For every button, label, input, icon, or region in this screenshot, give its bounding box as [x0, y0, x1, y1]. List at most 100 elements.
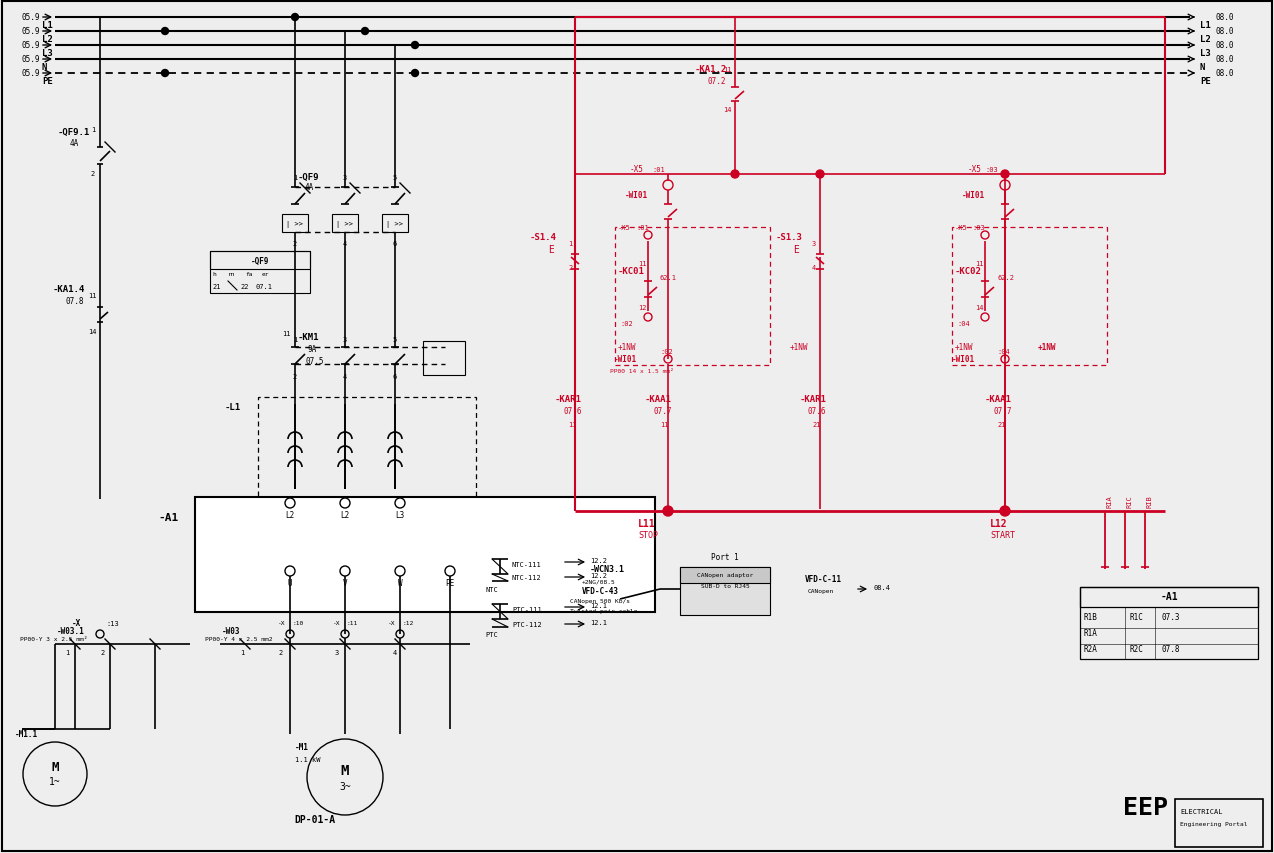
Text: 11: 11	[660, 421, 669, 427]
Bar	[382, 215, 408, 233]
Text: 12: 12	[638, 305, 646, 310]
Text: PTC-111: PTC-111	[512, 606, 541, 612]
Text: -A1: -A1	[158, 513, 178, 522]
Text: 08.4: 08.4	[873, 584, 891, 590]
Text: DP-01-A: DP-01-A	[294, 814, 335, 824]
Circle shape	[362, 28, 368, 36]
Text: L2: L2	[340, 511, 349, 519]
Text: 6: 6	[392, 241, 397, 247]
Text: R1C: R1C	[1130, 612, 1144, 622]
Text: ELECTRICAL: ELECTRICAL	[1180, 808, 1223, 814]
Text: 1: 1	[568, 241, 572, 247]
Text: 05.9: 05.9	[22, 13, 41, 21]
Text: 3: 3	[343, 175, 347, 181]
Bar	[333, 215, 358, 233]
Text: NTC-111: NTC-111	[512, 561, 541, 567]
Text: 08.0: 08.0	[1215, 14, 1233, 22]
Text: L2: L2	[285, 511, 294, 519]
Text: 3: 3	[812, 241, 817, 247]
Text: NTC: NTC	[485, 586, 498, 592]
Text: CANopen: CANopen	[808, 589, 834, 594]
Text: PP00-Y 3 x 2.5 mm²: PP00-Y 3 x 2.5 mm²	[20, 636, 88, 641]
Text: 2: 2	[293, 374, 297, 380]
Text: -KA1.4: -KA1.4	[54, 285, 85, 294]
Text: Port 1: Port 1	[711, 553, 739, 562]
Circle shape	[662, 507, 673, 516]
Text: -WI01: -WI01	[614, 355, 637, 364]
Text: 11: 11	[638, 261, 646, 267]
Text: 1: 1	[293, 337, 297, 343]
Text: 11: 11	[88, 293, 97, 299]
Circle shape	[412, 43, 418, 49]
Text: -M1.1: -M1.1	[15, 729, 38, 739]
Circle shape	[292, 15, 298, 21]
Text: 5: 5	[392, 175, 397, 181]
Text: RIA: RIA	[1107, 495, 1113, 508]
Text: +1NW: +1NW	[618, 343, 637, 352]
Text: 12.1: 12.1	[590, 602, 606, 608]
Text: -X: -X	[389, 621, 395, 626]
Text: 4: 4	[812, 264, 817, 270]
Bar	[1175, 799, 1263, 847]
Text: L3: L3	[1200, 49, 1210, 57]
Text: -KAR1: -KAR1	[800, 395, 827, 404]
Text: START: START	[990, 531, 1015, 540]
Text: PP00-Y 4 x 2.5 mm2: PP00-Y 4 x 2.5 mm2	[205, 636, 273, 641]
Text: VFD-C-11: VFD-C-11	[805, 575, 842, 583]
Text: VFD-C-43: VFD-C-43	[582, 587, 619, 595]
Text: 12.2: 12.2	[590, 572, 606, 578]
Text: 05.9: 05.9	[22, 26, 41, 36]
Text: 4: 4	[343, 374, 347, 380]
Text: 1: 1	[293, 175, 297, 181]
Text: 07.7: 07.7	[992, 407, 1012, 416]
Text: 1.1 kW: 1.1 kW	[296, 756, 321, 762]
Text: CANopen adaptor: CANopen adaptor	[697, 573, 753, 577]
Text: -KAR1: -KAR1	[555, 395, 582, 404]
Text: Engineering Portal: Engineering Portal	[1180, 821, 1247, 827]
Bar	[282, 215, 308, 233]
Text: :04: :04	[957, 321, 970, 327]
Text: Twisted pair cable: Twisted pair cable	[569, 609, 637, 614]
Text: +1NW: +1NW	[790, 343, 809, 352]
Text: h: h	[211, 272, 215, 277]
Text: STOP: STOP	[638, 531, 657, 540]
Text: -WI01: -WI01	[626, 190, 648, 200]
Text: 05.9: 05.9	[22, 68, 41, 78]
Text: fa: fa	[245, 272, 252, 277]
Circle shape	[817, 171, 824, 179]
Bar	[680, 567, 769, 615]
Text: 21: 21	[812, 421, 820, 427]
Text: 07.2: 07.2	[708, 78, 726, 86]
Text: 4: 4	[392, 649, 397, 655]
Text: RIC: RIC	[1127, 495, 1133, 508]
Text: PTC: PTC	[485, 631, 498, 637]
Text: R1B: R1B	[1083, 612, 1097, 622]
Text: M: M	[341, 763, 349, 777]
Text: :10: :10	[292, 621, 303, 626]
Text: rn: rn	[228, 272, 236, 277]
Text: 07.7: 07.7	[654, 407, 671, 416]
Text: 05.9: 05.9	[22, 40, 41, 49]
Text: 62.2: 62.2	[998, 275, 1014, 281]
Circle shape	[731, 171, 739, 179]
Text: 11: 11	[282, 331, 290, 337]
Text: :02: :02	[620, 321, 633, 327]
Text: 4: 4	[343, 241, 347, 247]
Text: N: N	[1200, 62, 1205, 72]
Text: 2: 2	[278, 649, 283, 655]
Text: 07.8: 07.8	[65, 297, 84, 306]
Text: 08.0: 08.0	[1215, 27, 1233, 37]
Text: NTC-112: NTC-112	[512, 574, 541, 580]
Circle shape	[1000, 507, 1010, 516]
Text: 07.3: 07.3	[1162, 612, 1181, 622]
Text: 6: 6	[392, 374, 397, 380]
Text: -X5: -X5	[618, 224, 631, 230]
Text: 07.1: 07.1	[256, 284, 273, 290]
Text: -W03: -W03	[222, 627, 241, 635]
Text: -M1: -M1	[296, 743, 308, 751]
Text: R1A: R1A	[1083, 629, 1097, 638]
Text: :03: :03	[985, 167, 998, 173]
Text: | >>: | >>	[386, 220, 404, 227]
Bar	[423, 341, 465, 375]
Bar	[259, 397, 476, 497]
